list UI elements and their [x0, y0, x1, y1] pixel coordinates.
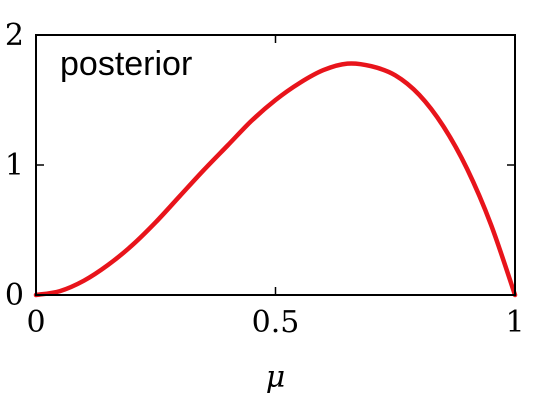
y-tick-label: 2 [5, 18, 24, 53]
x-tick-label: 0.5 [252, 305, 300, 340]
x-tick-label: 1 [505, 305, 524, 340]
posterior-series-line [33, 61, 518, 298]
y-tick-label: 1 [5, 148, 24, 183]
y-tick-label: 0 [5, 278, 24, 313]
tick-labels: 0 0.5 1 0 1 2 [5, 18, 525, 340]
series-layer [33, 61, 518, 298]
x-tick-label: 0 [26, 305, 45, 340]
x-axis-label: μ [266, 360, 286, 395]
plot-frame [35, 34, 516, 296]
posterior-annotation: posterior [60, 45, 192, 83]
